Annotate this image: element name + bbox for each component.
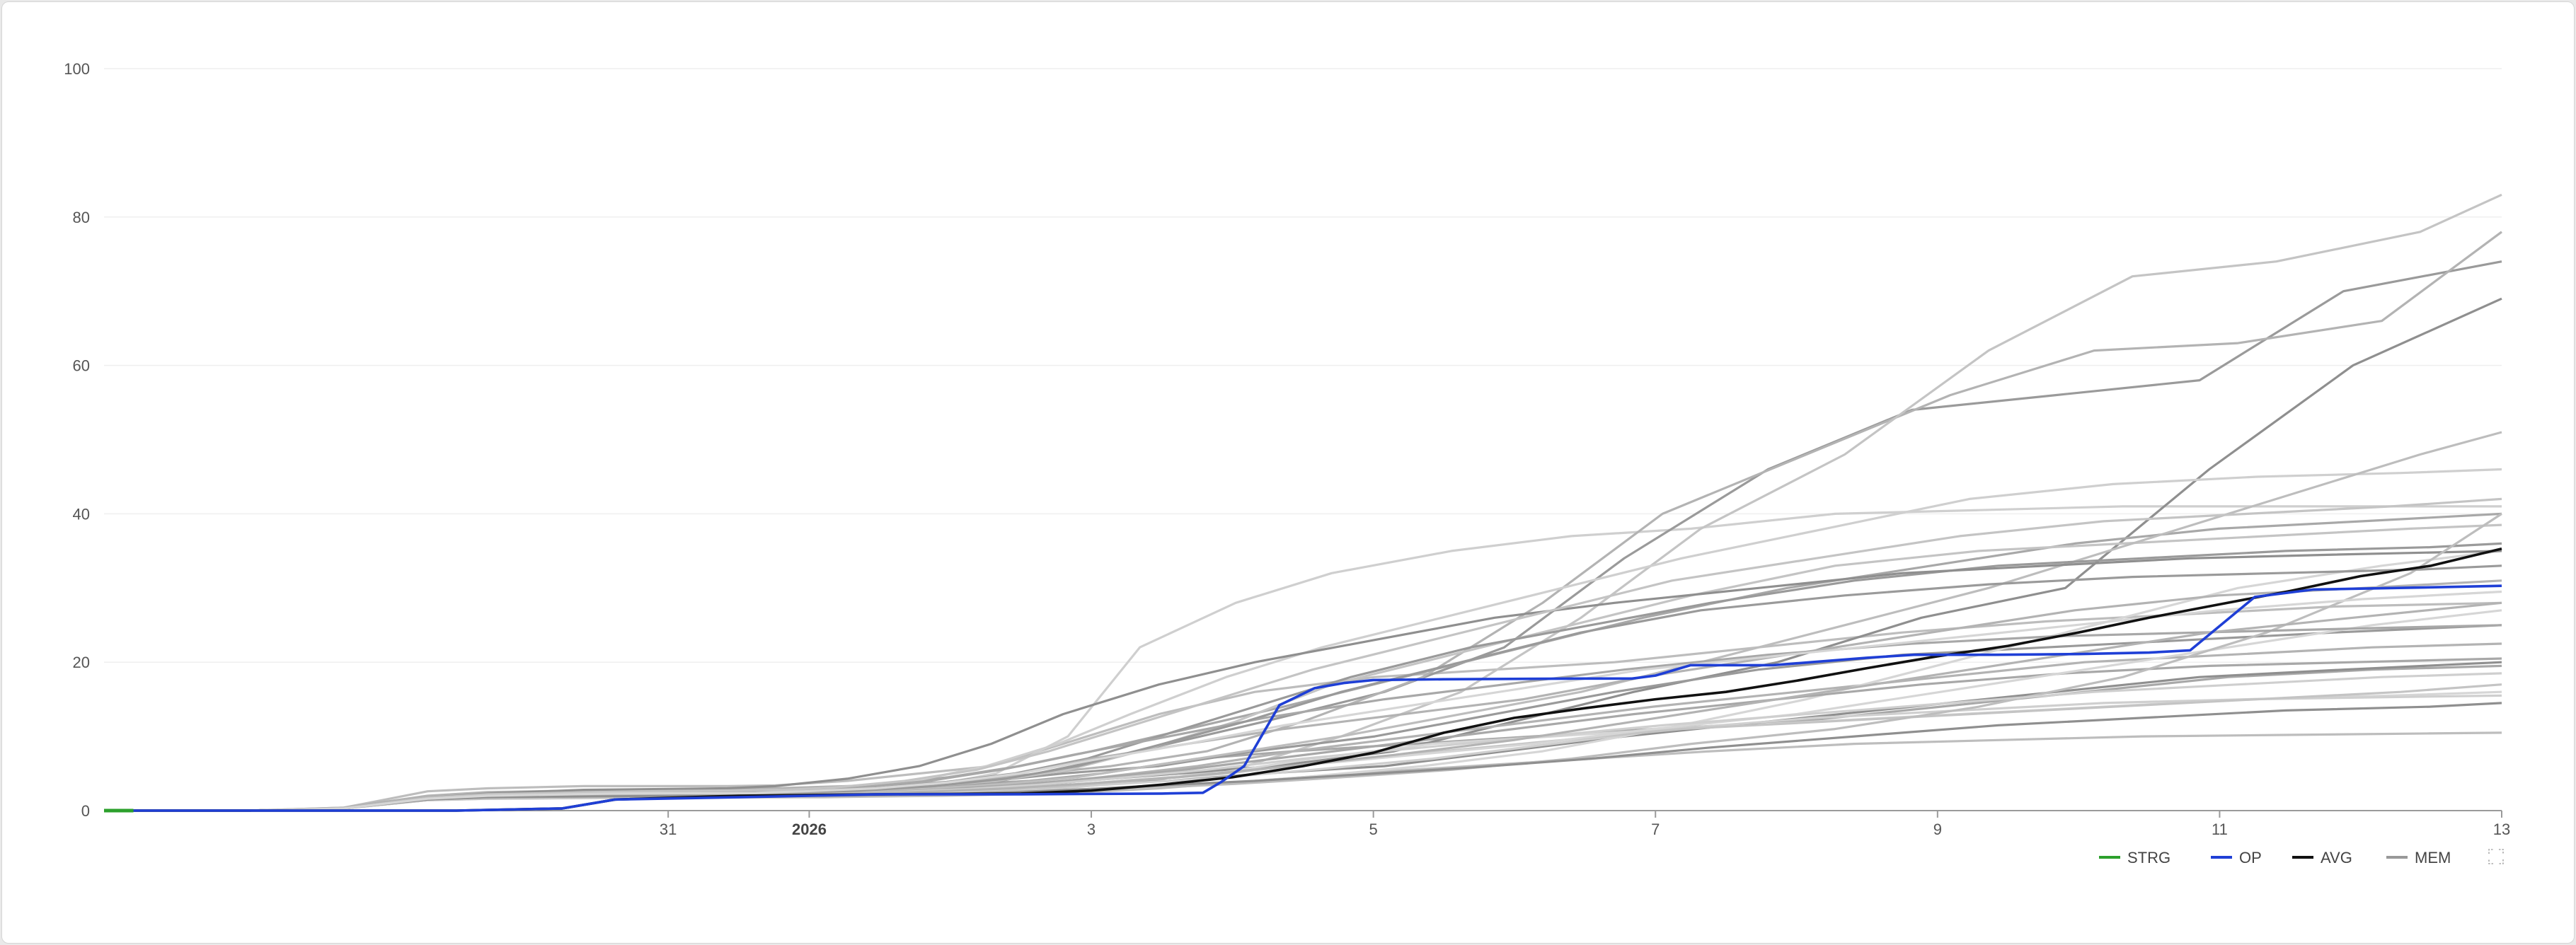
y-tick-label: 40 <box>73 505 90 523</box>
member-series-group <box>104 193 2502 812</box>
x-tick-label: 3 <box>1087 821 1096 838</box>
x-tick-label: 2026 <box>792 821 827 838</box>
x-tick-label: 7 <box>1651 821 1660 838</box>
member-series-line <box>104 497 2502 812</box>
legend-label-mem: MEM <box>2415 849 2451 866</box>
x-axis: 31 2026 3 5 7 9 11 13 <box>660 811 2510 838</box>
x-tick-label: 31 <box>660 821 677 838</box>
member-series-line <box>104 297 2502 812</box>
y-tick-label: 80 <box>73 209 90 226</box>
grid-lines <box>104 68 2502 811</box>
legend-label-avg: AVG <box>2321 849 2352 866</box>
member-series-line <box>104 590 2502 812</box>
legend-label-op: OP <box>2239 849 2262 866</box>
expand-icon[interactable] <box>2488 848 2505 865</box>
y-tick-label: 60 <box>73 357 90 375</box>
series-line-op <box>133 584 2502 812</box>
legend-label-strg: STRG <box>2127 849 2170 866</box>
chart-legend: STRG OP AVG MEM <box>2099 849 2451 866</box>
member-series-line <box>104 231 2502 812</box>
y-tick-label: 100 <box>64 60 90 78</box>
member-series-line <box>104 657 2502 812</box>
member-series-line <box>104 431 2502 812</box>
x-tick-label: 9 <box>1933 821 1942 838</box>
y-tick-label: 20 <box>73 654 90 671</box>
y-axis: 0 20 40 60 80 100 <box>64 60 90 820</box>
x-tick-label: 11 <box>2212 821 2228 838</box>
y-tick-label: 0 <box>81 802 90 820</box>
x-tick-label: 5 <box>1369 821 1378 838</box>
x-tick-label: 13 <box>2493 821 2510 838</box>
member-series-line <box>104 523 2502 812</box>
main-series-group <box>104 547 2502 813</box>
